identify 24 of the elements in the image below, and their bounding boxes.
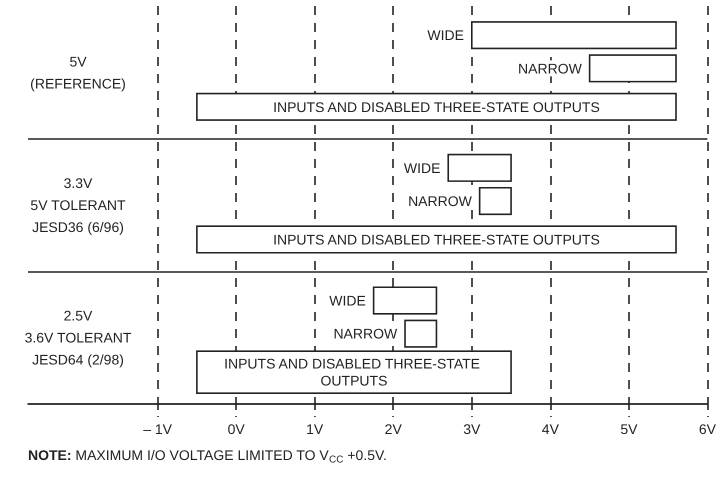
text: NARROW [333,326,398,342]
x-tick-label: – 1V [143,421,173,437]
x-tick-label: 0V [228,421,246,437]
text: WIDE [329,292,366,309]
x-tick-label: 4V [542,421,560,437]
y-tick-label: 5V (REFERENCE) [30,53,126,92]
bar [478,186,512,216]
x-tick-label: 2V [384,421,402,437]
series-label: INPUTS AND DISABLED THREE-STATE OUTPUTS [224,356,484,389]
y-tick-label: 3.3V 5V TOLERANT JESD36 (6/96) [30,175,126,235]
text: INPUTS AND DISABLED THREE-STATE OUTPUTS [273,231,600,248]
text: INPUTS AND DISABLED THREE-STATE OUTPUTS [273,98,600,115]
bar [196,225,677,254]
series-label: WIDE [427,27,464,44]
series-label: NARROW [518,60,583,76]
bar [404,320,438,348]
text: WIDE [404,160,440,176]
x-tick-label: 3V [463,421,482,437]
x-tick-label: 6V [698,421,717,437]
x-tick-label: 1V [306,421,324,437]
text: NARROW [408,193,472,210]
bar [470,21,677,50]
y-tick-label: 2.5V 3.6V TOLERANT JESD64 (2/98) [24,308,132,368]
x-tick-label: 5V [620,421,638,437]
